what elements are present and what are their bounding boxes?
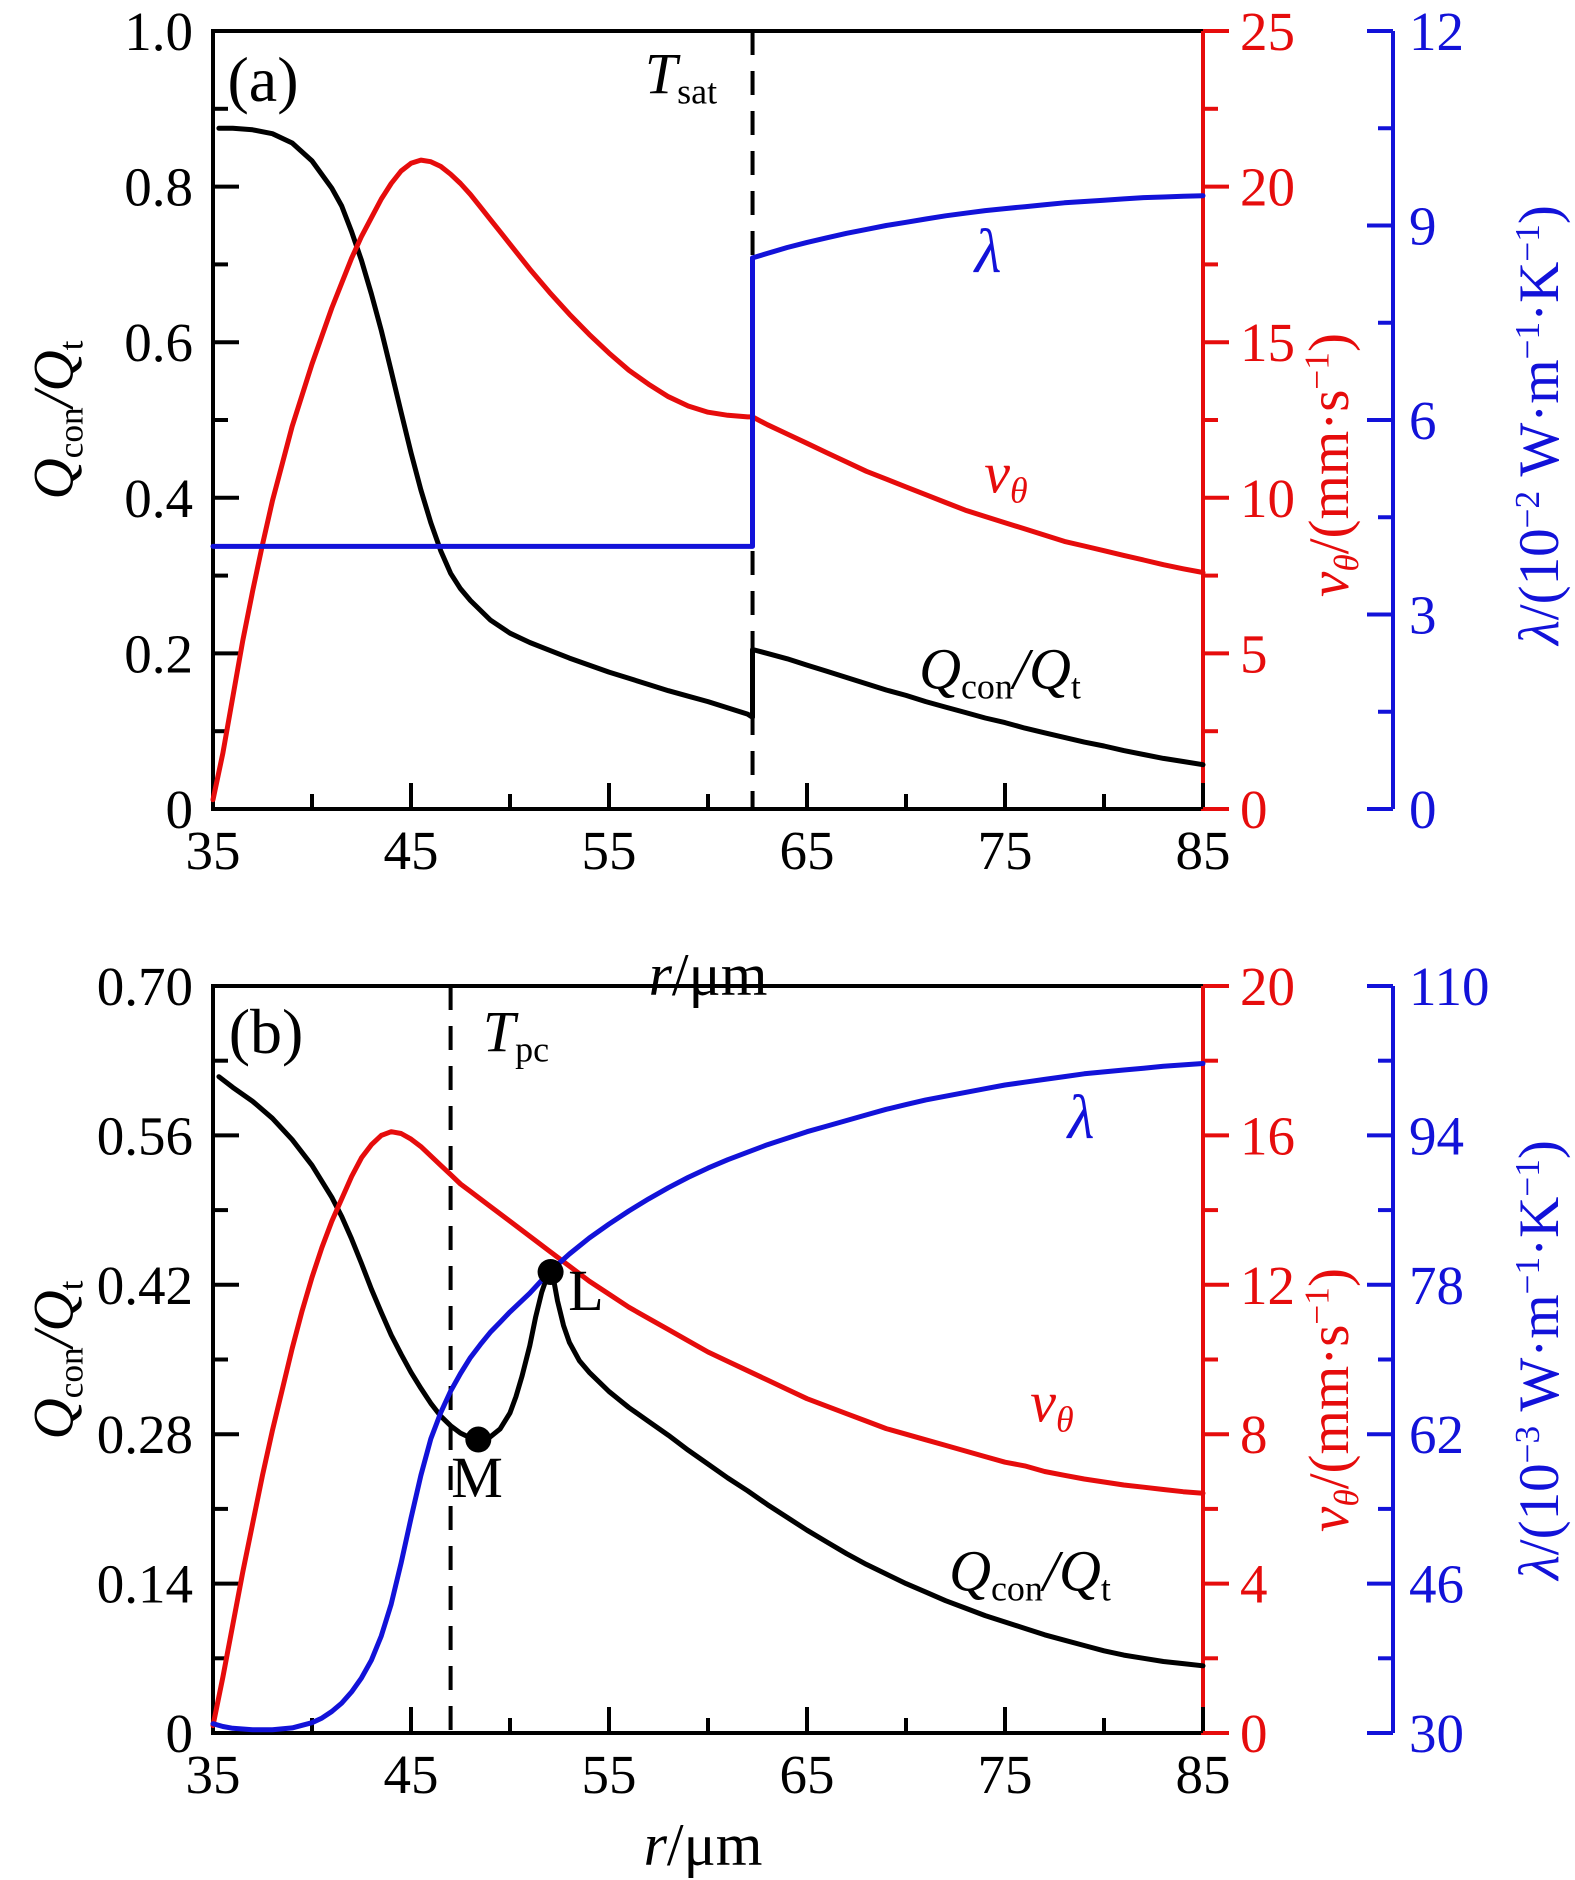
red-tick-label: 8 bbox=[1240, 1404, 1268, 1465]
red-tick-label: 5 bbox=[1240, 623, 1268, 684]
left-tick-label: 0.8 bbox=[124, 157, 193, 218]
blue-tick-label: 9 bbox=[1409, 196, 1437, 257]
red-axis-title-b: vθ/(mm·s−1) bbox=[1297, 1268, 1366, 1532]
left-tick-label: 0.70 bbox=[97, 956, 193, 1017]
x-tick-label: 75 bbox=[978, 1744, 1033, 1805]
curve-Qcon/Qt bbox=[216, 1074, 1206, 1669]
left-tick-label: 0 bbox=[166, 1703, 194, 1764]
curve-v_theta bbox=[210, 157, 1206, 803]
marked-point-L bbox=[537, 1258, 564, 1285]
blue-tick-label: 6 bbox=[1409, 390, 1437, 451]
x-tick-label: 85 bbox=[1176, 820, 1231, 881]
red-tick-label: 0 bbox=[1240, 1703, 1268, 1764]
left-tick-label: 0.56 bbox=[97, 1105, 193, 1166]
vtheta-curve-label-a: vθ bbox=[984, 440, 1028, 511]
left-tick-label: 0.4 bbox=[124, 468, 193, 529]
curve-lambda bbox=[210, 1061, 1206, 1733]
x-tick-label: 65 bbox=[780, 820, 835, 881]
blue-tick-label: 78 bbox=[1409, 1255, 1464, 1316]
blue-tick-label: 46 bbox=[1409, 1554, 1464, 1615]
left-tick-label: 0.28 bbox=[97, 1404, 193, 1465]
left-tick-label: 0.42 bbox=[97, 1255, 193, 1316]
blue-tick-label: 30 bbox=[1409, 1703, 1464, 1764]
x-tick-label: 85 bbox=[1176, 1744, 1231, 1805]
red-tick-label: 0 bbox=[1240, 779, 1268, 840]
curve-v_theta bbox=[210, 1129, 1206, 1728]
x-axis-title-a: r/μm bbox=[648, 942, 768, 1008]
point-M-label: M bbox=[451, 1445, 503, 1510]
vtheta-curve-label-b: vθ bbox=[1030, 1369, 1074, 1440]
panel-b: 35 45 55 65 75 8500.140.280.420.560.700481216… bbox=[97, 956, 1490, 1805]
x-tick-label: 45 bbox=[384, 1744, 439, 1805]
lambda-curve-label-a: λ bbox=[974, 218, 1002, 286]
panel-b-letter: (b) bbox=[228, 996, 304, 1067]
left-tick-label: 0.6 bbox=[124, 312, 193, 373]
x-tick-label: 35 bbox=[186, 820, 241, 881]
curve-lambda bbox=[210, 193, 1206, 549]
red-tick-label: 25 bbox=[1240, 1, 1295, 62]
panel-a-letter: (a) bbox=[227, 44, 299, 115]
x-tick-label: 35 bbox=[186, 1744, 241, 1805]
red-tick-label: 15 bbox=[1240, 312, 1295, 373]
x-tick-label: 65 bbox=[780, 1744, 835, 1805]
marked-point-M bbox=[465, 1426, 492, 1453]
left-tick-label: 0 bbox=[166, 779, 194, 840]
tsat-annotation: Tsat bbox=[644, 41, 718, 112]
lambda-curve-label-b: λ bbox=[1067, 1084, 1095, 1152]
qratio-curve-label-a: Qcon/Qt bbox=[919, 636, 1081, 707]
curve-Qcon/Qt bbox=[216, 125, 1206, 768]
red-tick-label: 20 bbox=[1240, 157, 1295, 218]
blue-tick-label: 94 bbox=[1409, 1105, 1464, 1166]
left-axis-title-a: Qcon/Qt bbox=[22, 340, 91, 500]
blue-axis-title-a: λ/(10−2 W·m−1·K−1) bbox=[1507, 205, 1572, 645]
x-tick-label: 75 bbox=[978, 820, 1033, 881]
red-tick-label: 10 bbox=[1240, 468, 1295, 529]
red-tick-label: 4 bbox=[1240, 1554, 1268, 1615]
qratio-curve-label-b: Qcon/Qt bbox=[949, 1538, 1111, 1609]
left-tick-label: 0.2 bbox=[124, 623, 193, 684]
red-axis-title-a: vθ/(mm·s−1) bbox=[1297, 333, 1366, 597]
red-tick-label: 20 bbox=[1240, 956, 1295, 1017]
left-tick-label: 1.0 bbox=[124, 1, 193, 62]
red-tick-label: 16 bbox=[1240, 1105, 1295, 1166]
blue-tick-label: 0 bbox=[1409, 779, 1437, 840]
left-tick-label: 0.14 bbox=[97, 1554, 193, 1615]
x-tick-label: 45 bbox=[384, 820, 439, 881]
blue-tick-label: 110 bbox=[1409, 956, 1489, 1017]
panel-a: 35 45 55 65 75 8500.20.40.60.81.0051015202503… bbox=[124, 1, 1464, 881]
left-axis-title-b: Qcon/Qt bbox=[22, 1280, 91, 1440]
tpc-annotation: Tpc bbox=[482, 999, 550, 1070]
red-tick-label: 12 bbox=[1240, 1255, 1295, 1316]
blue-tick-label: 12 bbox=[1409, 1, 1464, 62]
x-tick-label: 55 bbox=[582, 820, 637, 881]
blue-tick-label: 3 bbox=[1409, 585, 1437, 646]
x-axis-title-b: r/μm bbox=[643, 1812, 763, 1878]
blue-tick-label: 62 bbox=[1409, 1404, 1464, 1465]
point-L-label: L bbox=[568, 1258, 604, 1323]
blue-axis-title-b: λ/(10−3 W·m−1·K−1) bbox=[1507, 1140, 1572, 1580]
x-tick-label: 55 bbox=[582, 1744, 637, 1805]
